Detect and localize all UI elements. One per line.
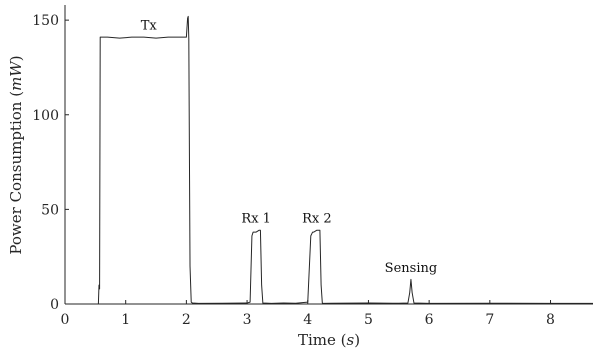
x-tick-label: 8 xyxy=(546,312,555,328)
annotation-label: Tx xyxy=(141,19,158,34)
x-tick-label: 2 xyxy=(182,312,191,328)
annotation-label: Rx 1 xyxy=(241,212,271,227)
y-tick-label: 50 xyxy=(41,202,59,218)
plot-area-frame xyxy=(65,5,593,304)
annotation-label: Sensing xyxy=(385,261,438,276)
x-tick-label: 0 xyxy=(61,312,70,328)
series-group xyxy=(65,15,593,305)
x-tick-label: 1 xyxy=(121,312,130,328)
y-tick-label: 100 xyxy=(32,108,59,124)
x-tick-label: 3 xyxy=(243,312,252,328)
annotation-label: Rx 2 xyxy=(302,212,332,227)
annotations-group: Tx Rx 1 Rx 2 Sensing xyxy=(141,19,437,276)
x-tick-label: 5 xyxy=(364,312,373,328)
x-tick-label: 6 xyxy=(425,312,434,328)
y-tick-label: 150 xyxy=(32,13,59,29)
y-tick-label: 0 xyxy=(50,297,59,313)
power-series-line xyxy=(65,15,593,305)
y-axis-label: Power Consumption (mW) xyxy=(7,55,25,254)
x-tick-label: 4 xyxy=(303,312,312,328)
x-axis-label: Time (s) xyxy=(298,331,360,349)
x-tick-label: 7 xyxy=(485,312,494,328)
